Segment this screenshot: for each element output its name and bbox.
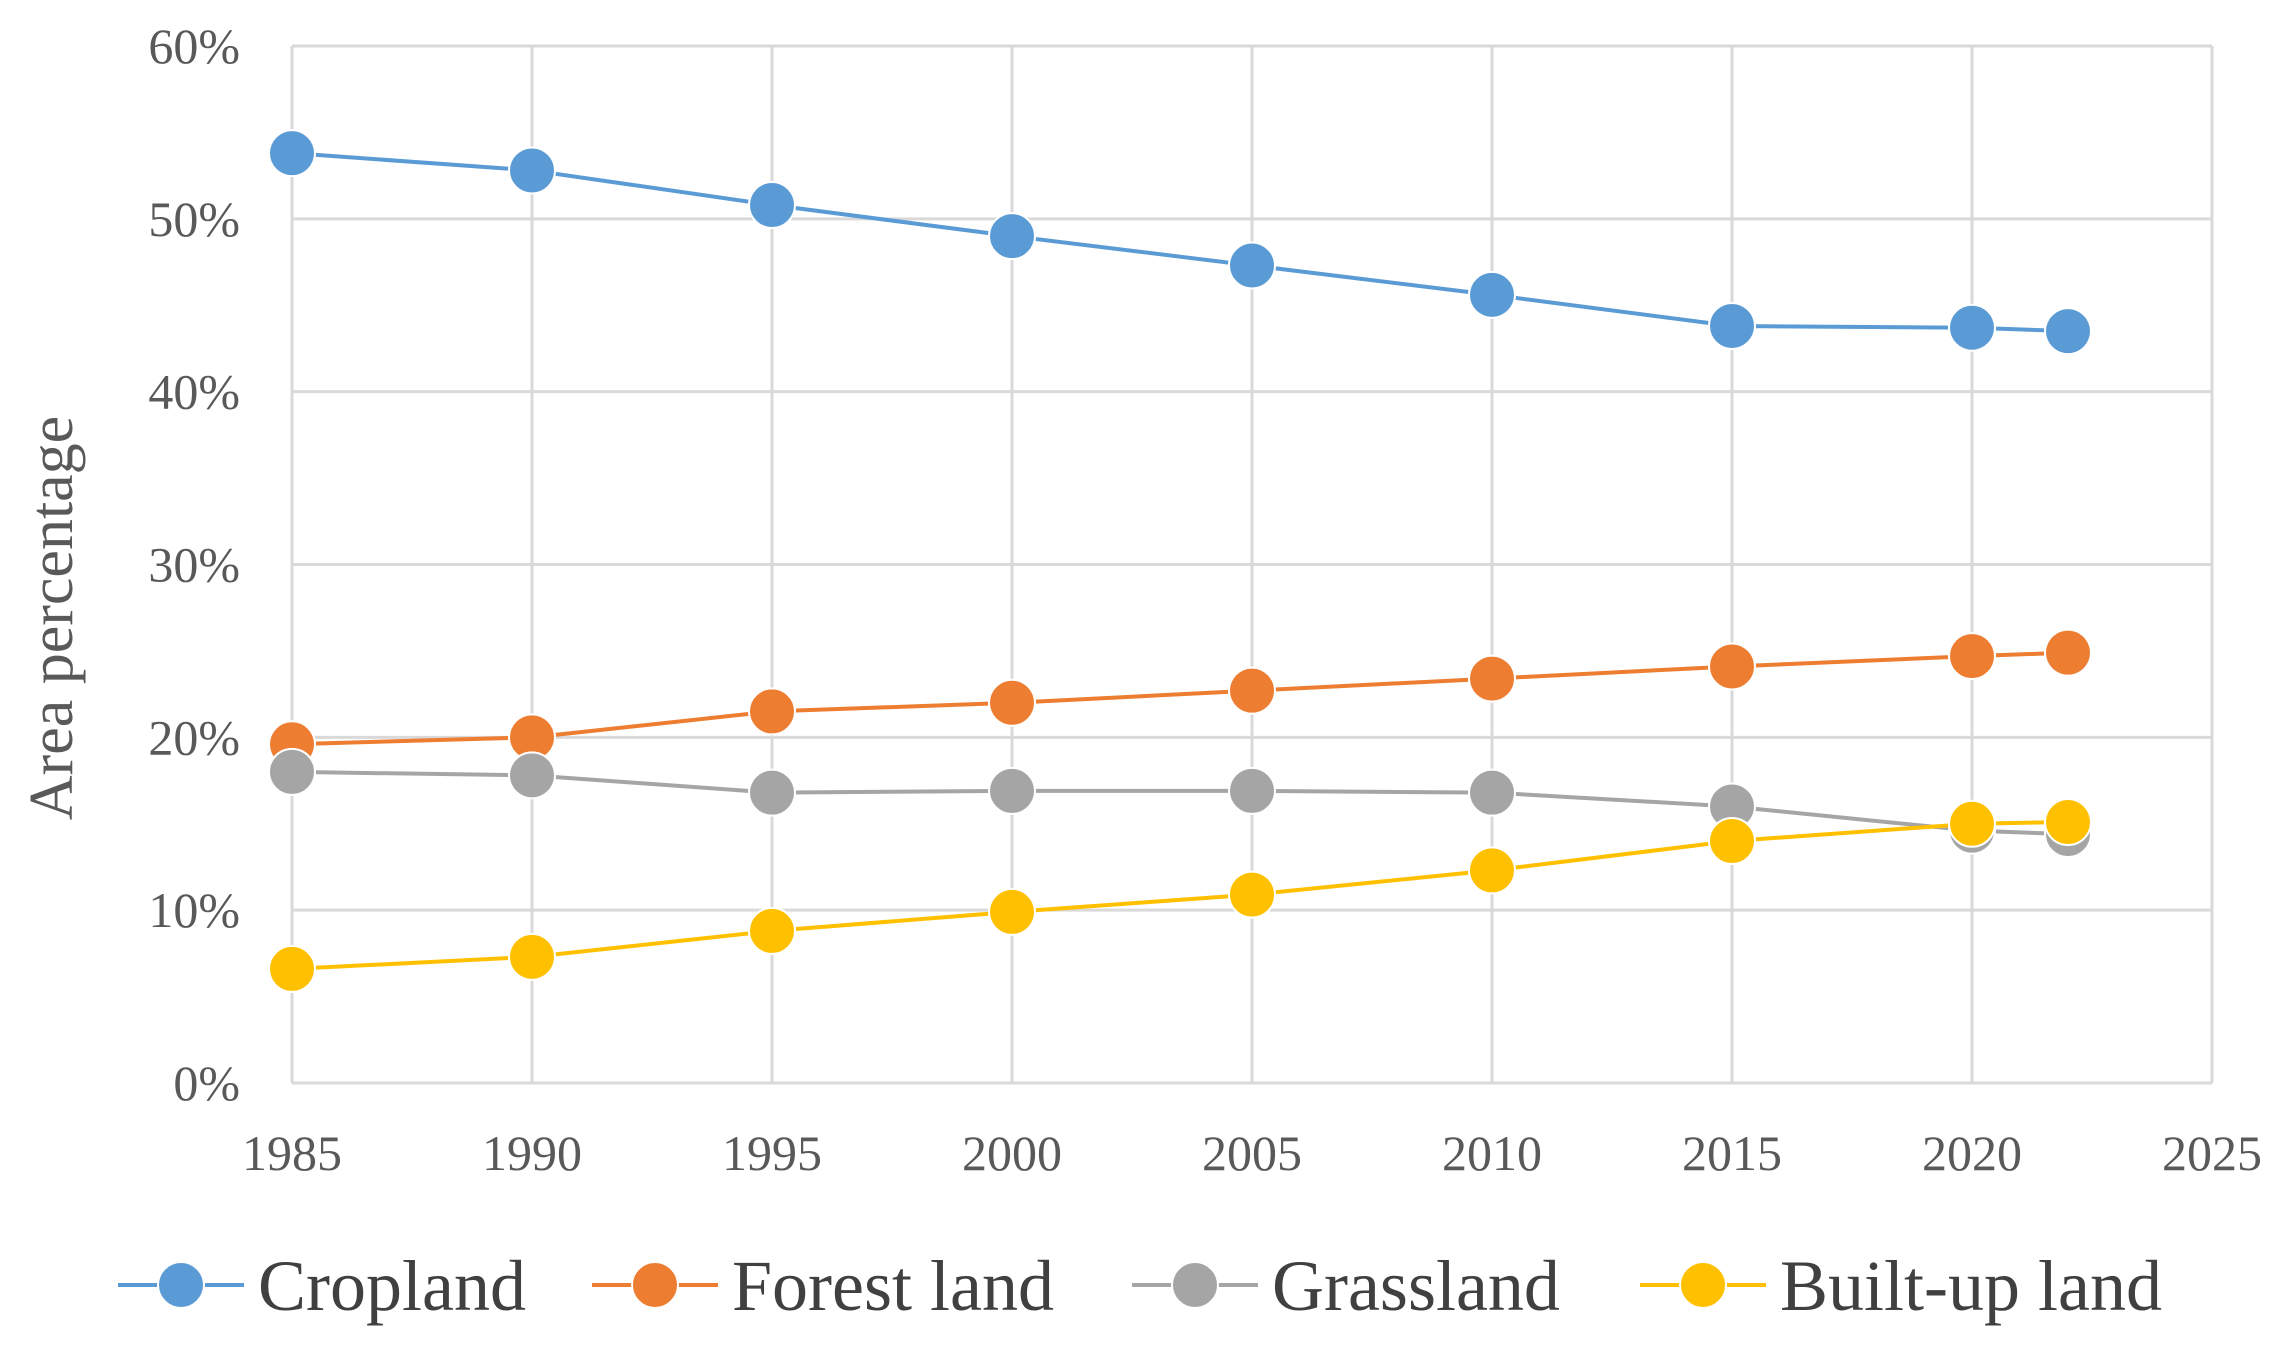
data-point-grassland <box>748 768 796 817</box>
legend-item-forest-land: Forest land <box>592 1246 1054 1326</box>
data-point-built-up-land <box>1948 799 1996 848</box>
data-point-built-up-land <box>2044 798 2092 847</box>
legend-item-cropland: Cropland <box>118 1246 526 1326</box>
legend-marker-built-up-land <box>1679 1261 1727 1309</box>
series-points-cropland <box>268 129 2092 356</box>
data-point-forest-land <box>748 687 796 736</box>
data-point-built-up-land <box>1228 870 1276 919</box>
x-tick-label: 1990 <box>482 1125 582 1181</box>
data-point-built-up-land <box>1468 846 1516 895</box>
data-point-cropland <box>1468 270 1516 319</box>
y-tick-label: 40% <box>148 364 240 420</box>
x-tick-label: 2005 <box>1202 1125 1302 1181</box>
data-point-cropland <box>2044 307 2092 356</box>
series-points <box>268 129 2092 993</box>
series-points-forest-land <box>268 628 2092 769</box>
data-point-built-up-land <box>748 906 796 955</box>
y-tick-label: 0% <box>173 1055 240 1111</box>
data-point-cropland <box>268 129 316 178</box>
data-point-built-up-land <box>988 887 1036 936</box>
legend-item-built-up-land: Built-up land <box>1640 1246 2162 1326</box>
legend: Cropland Forest land Grassland Built-up lan… <box>118 1246 2162 1326</box>
data-point-grassland <box>988 766 1036 815</box>
x-tick-label: 2020 <box>1922 1125 2022 1181</box>
data-point-cropland <box>1228 241 1276 290</box>
data-point-cropland <box>1948 303 1996 352</box>
y-tick-label: 20% <box>148 709 240 765</box>
data-point-forest-land <box>988 678 1036 727</box>
legend-label-built-up-land: Built-up land <box>1780 1246 2162 1326</box>
data-point-cropland <box>988 212 1036 261</box>
x-axis-tick-labels: 1985 1990 1995 2000 2005 2010 2015 2020 2025 <box>242 1125 2262 1181</box>
plot-area <box>268 44 2214 1085</box>
y-axis-title: Area percentage <box>18 416 86 820</box>
legend-marker-cropland <box>157 1261 205 1309</box>
y-axis-tick-labels: 0% 10% 20% 30% 40% 50% 60% <box>148 18 240 1111</box>
data-point-grassland <box>1468 768 1516 817</box>
data-point-forest-land <box>1708 642 1756 691</box>
data-point-built-up-land <box>508 932 556 981</box>
data-point-forest-land <box>1948 632 1996 681</box>
legend-marker-grassland <box>1171 1261 1219 1309</box>
data-point-forest-land <box>1228 666 1276 715</box>
legend-label-grassland: Grassland <box>1272 1246 1560 1326</box>
x-tick-label: 1985 <box>242 1125 342 1181</box>
legend-label-forest-land: Forest land <box>732 1246 1054 1326</box>
legend-item-grassland: Grassland <box>1132 1246 1560 1326</box>
y-tick-label: 10% <box>148 882 240 938</box>
data-point-grassland <box>508 751 556 800</box>
data-point-built-up-land <box>268 944 316 993</box>
y-tick-label: 60% <box>148 18 240 74</box>
x-tick-label: 2000 <box>962 1125 1062 1181</box>
x-tick-label: 1995 <box>722 1125 822 1181</box>
x-tick-label: 2010 <box>1442 1125 1542 1181</box>
y-tick-label: 30% <box>148 537 240 593</box>
data-point-built-up-land <box>1708 817 1756 866</box>
x-tick-label: 2015 <box>1682 1125 1782 1181</box>
legend-marker-forest-land <box>631 1261 679 1309</box>
data-point-forest-land <box>1468 654 1516 703</box>
data-point-grassland <box>1228 766 1276 815</box>
data-point-cropland <box>1708 301 1756 350</box>
y-tick-label: 50% <box>148 191 240 247</box>
series-points-built-up-land <box>268 798 2092 993</box>
x-tick-label: 2025 <box>2162 1125 2262 1181</box>
data-point-cropland <box>508 146 556 195</box>
data-point-forest-land <box>2044 628 2092 677</box>
legend-label-cropland: Cropland <box>258 1246 526 1326</box>
data-point-grassland <box>268 747 316 796</box>
data-point-cropland <box>748 181 796 230</box>
